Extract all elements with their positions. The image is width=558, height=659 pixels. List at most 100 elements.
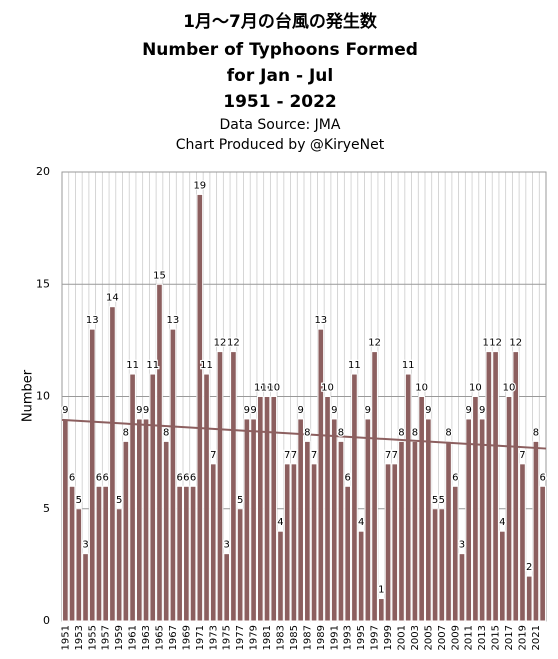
bar [472,396,479,622]
data-label: 9 [365,405,371,416]
bar [324,396,331,622]
data-label: 6 [183,472,189,483]
bar [411,440,419,622]
x-tick-label: 1973 [208,625,219,650]
data-label: 9 [136,405,142,416]
bar [425,418,432,622]
x-tick-label: 2009 [450,625,461,650]
bar [230,351,237,622]
data-label: 7 [311,450,317,461]
x-tick-label: 1953 [74,625,85,650]
bar [304,440,311,622]
bar [445,440,452,622]
data-label: 11 [348,360,361,371]
x-tick-label: 2007 [437,625,448,650]
data-label: 10 [469,383,482,394]
bar [115,508,123,622]
x-tick-label: 1951 [60,625,71,650]
x-tick-label: 2017 [504,625,515,650]
chart-title: 1月〜7月の台風の発生数 [183,11,378,32]
bar [384,463,392,622]
bar [283,463,291,622]
data-label: 8 [533,427,539,438]
chart-subtitle: Number of Typhoons Formed [142,40,418,60]
y-tick-label: 10 [36,390,50,403]
data-label: 4 [358,517,364,528]
bar [297,418,304,622]
bar [532,440,540,622]
data-label: 3 [459,540,465,551]
bar [451,485,459,622]
data-label: 9 [331,405,337,416]
bar [68,485,76,622]
bar [512,351,520,622]
bar [438,508,446,622]
data-label: 12 [509,338,522,349]
data-label: 6 [190,472,196,483]
bar [149,373,157,622]
bar [62,418,69,622]
bar [189,485,197,622]
data-label: 19 [193,180,206,191]
data-label: 10 [254,383,267,394]
x-tick-label: 2005 [423,625,434,650]
x-tick-label: 1975 [222,625,233,650]
data-label: 7 [519,450,525,461]
bar [505,396,513,622]
data-label: 8 [304,427,310,438]
x-tick-label: 1991 [329,625,340,650]
bar [109,306,116,622]
data-label: 9 [425,405,431,416]
bar [351,373,358,622]
bar [209,463,217,622]
data-label: 11 [200,360,213,371]
bar [330,418,338,622]
bar [290,463,298,622]
bar [337,440,345,622]
bar [263,396,271,622]
data-label: 9 [479,405,485,416]
bar [88,328,96,622]
data-label: 10 [261,383,274,394]
bar [250,418,257,622]
bar [176,485,183,622]
x-tick-label: 1977 [235,625,246,650]
data-label: 15 [153,270,166,281]
data-label: 9 [143,405,149,416]
bar [183,485,190,622]
bar [458,553,466,622]
bar [95,485,103,622]
x-tick-label: 1957 [101,625,112,650]
bar [169,328,177,622]
bar [492,351,499,622]
data-label: 10 [267,383,280,394]
bar [142,418,150,622]
x-tick-label: 1985 [289,625,300,650]
data-label: 9 [466,405,472,416]
bar [122,440,130,622]
x-tick-label: 1965 [154,625,165,650]
bar [277,530,284,622]
bar [203,373,210,622]
data-label: 6 [539,472,545,483]
data-label: 5 [439,495,445,506]
source: Data Source: JMA [220,117,341,133]
bar [485,351,493,622]
data-label: 9 [297,405,303,416]
x-tick-label: 2001 [396,625,407,650]
x-tick-label: 2013 [477,625,488,650]
bar [377,598,385,622]
bar [391,463,399,622]
bar [404,373,412,622]
x-tick-label: 1963 [141,625,152,650]
bar [431,508,439,622]
data-label: 7 [284,450,290,461]
bar [223,553,231,622]
data-label: 8 [338,427,344,438]
y-axis-label: Number [21,369,36,422]
bar [539,485,546,622]
x-tick-label: 1971 [195,625,206,650]
data-label: 4 [499,517,505,528]
data-label: 13 [167,315,180,326]
